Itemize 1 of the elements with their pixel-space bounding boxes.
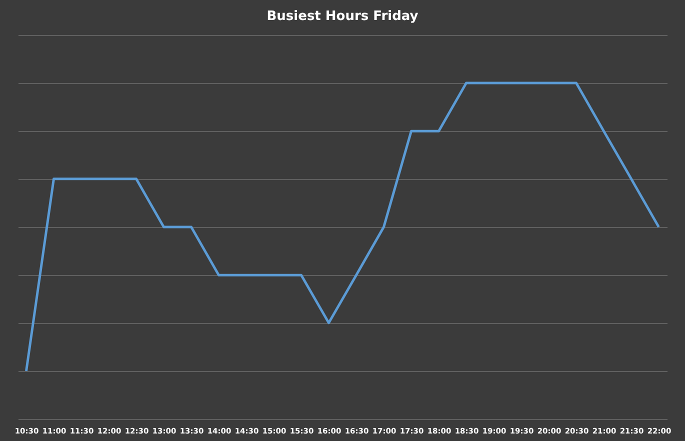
chart-title: Busiest Hours Friday — [266, 9, 419, 24]
